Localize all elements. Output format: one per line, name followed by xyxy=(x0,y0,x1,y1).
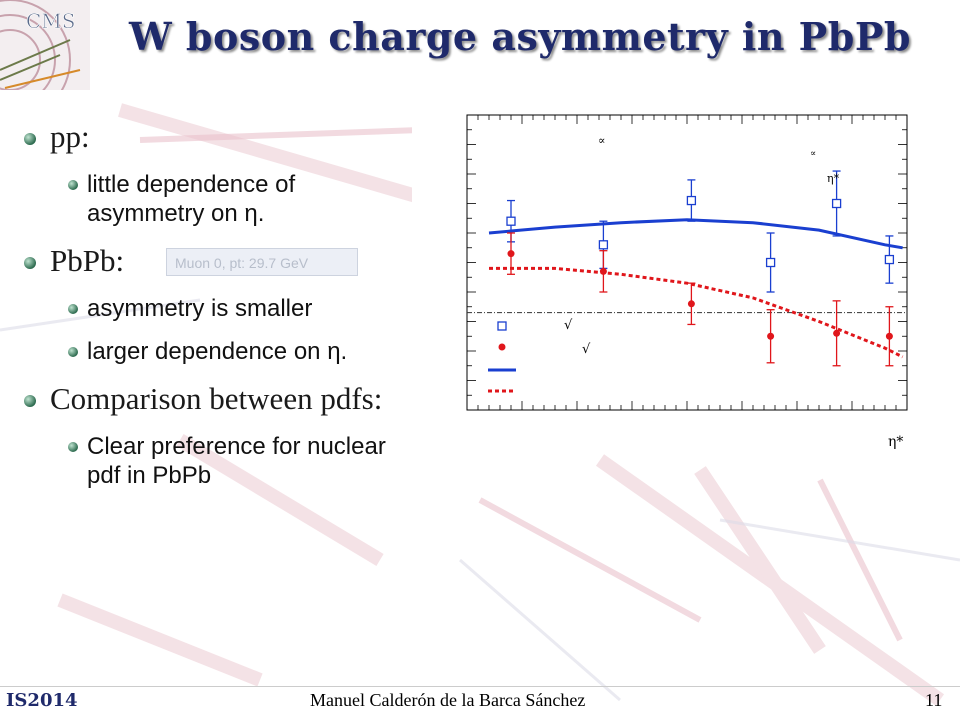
plot-annotation: η* xyxy=(827,172,840,185)
sub-bullet-icon xyxy=(68,347,78,357)
sub-bullet-text: little dependence of asymmetry on η. xyxy=(87,171,296,227)
plot-frame xyxy=(466,114,908,411)
plot-legend xyxy=(488,321,516,393)
sub-bullet-icon xyxy=(68,180,78,190)
sub-bullet-icon xyxy=(68,304,78,314)
bullet-list: pp: little dependence of asymmetry on η.… xyxy=(22,118,402,504)
plot-annotation: √ xyxy=(564,318,573,333)
pp-data-point xyxy=(506,216,516,226)
pbpb-data-point xyxy=(885,332,893,340)
pbpb-data-point xyxy=(833,329,841,337)
x-axis-label: η* xyxy=(888,434,903,450)
plot-annotation: √ xyxy=(582,342,591,357)
bullet-comparison: Comparison between pdfs: xyxy=(22,380,402,418)
page-number: 11 xyxy=(925,690,943,710)
sub-bullet: little dependence of asymmetry on η. xyxy=(22,170,402,228)
pbpb-data-point xyxy=(687,300,695,308)
slide-title: W boson charge asymmetry in PbPb xyxy=(129,14,911,59)
plot-annotation: ∝ xyxy=(598,134,605,147)
footer-author: Manuel Calderón de la Barca Sánchez xyxy=(310,690,586,710)
bullet-text: PbPb: xyxy=(50,243,125,278)
pp-data-point xyxy=(598,240,609,250)
footer-conference: IS2014 xyxy=(6,690,78,711)
sub-bullet: larger dependence on η. xyxy=(22,337,402,366)
plot-marks xyxy=(488,170,904,367)
bullet-pp: pp: xyxy=(22,118,402,156)
plot-annotation: ∝ xyxy=(810,149,816,159)
pbpb-data-point xyxy=(507,250,515,258)
pp-data-point xyxy=(686,195,697,206)
sub-bullet-text: Clear preference for nuclear pdf in PbPb xyxy=(87,433,386,489)
svg-text:CMS: CMS xyxy=(26,9,75,33)
legend-pp-marker xyxy=(497,321,507,331)
sub-bullet-text: larger dependence on η. xyxy=(87,338,348,365)
bullet-pbpb: PbPb: xyxy=(22,242,402,280)
plot-annotations: ∝ ∝ η* √ √ η* xyxy=(564,134,903,450)
event-display-label: Muon 0, pt: 29.7 GeV xyxy=(166,248,358,276)
pbpb-data-point xyxy=(767,332,775,340)
asymmetry-plot: ∝ ∝ η* √ √ η* xyxy=(412,80,960,450)
legend-pbpb-marker xyxy=(498,343,506,351)
sub-bullet: Clear preference for nuclear pdf in PbPb xyxy=(22,432,402,490)
sub-bullet-text: asymmetry is smaller xyxy=(87,295,313,322)
pp-data-point xyxy=(765,257,776,268)
pp-model-curve xyxy=(488,218,903,250)
sub-bullet-icon xyxy=(68,442,78,452)
pbpb-data-point xyxy=(599,267,607,275)
pp-data-point xyxy=(831,198,842,209)
bullet-icon xyxy=(24,133,36,145)
bullet-text: pp: xyxy=(50,119,90,154)
pp-data-point xyxy=(884,254,895,265)
bullet-icon xyxy=(24,257,36,269)
pbpb-model-curve xyxy=(489,266,904,359)
plot-border xyxy=(466,114,908,411)
sub-bullet: asymmetry is smaller xyxy=(22,294,402,323)
footer-divider xyxy=(0,686,960,687)
bullet-text: Comparison between pdfs: xyxy=(50,381,383,416)
asymmetry-plot-canvas: ∝ ∝ η* √ √ η* xyxy=(466,114,908,450)
cms-logo: CMS xyxy=(0,0,90,90)
bullet-icon xyxy=(24,395,36,407)
